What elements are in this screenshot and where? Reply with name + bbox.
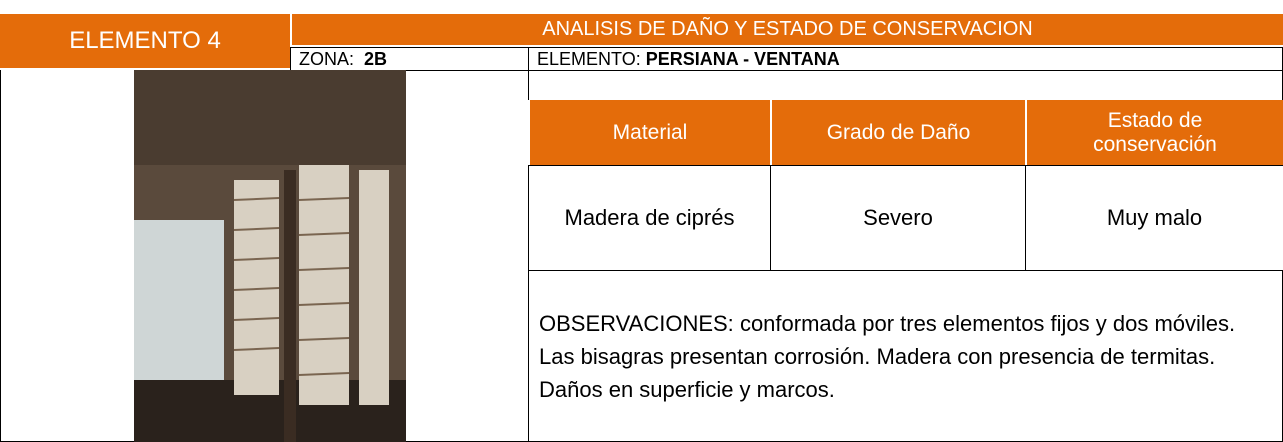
header-title: ANALISIS DE DAÑO Y ESTADO DE CONSERVACIO… (290, 14, 1283, 47)
zona-label: ZONA: (299, 48, 355, 69)
observations-text: conformada por tres elementos fijos y do… (539, 310, 1236, 402)
elemento-value: PERSIANA - VENTANA (645, 48, 840, 69)
observations: OBSERVACIONES: conformada por tres eleme… (528, 270, 1283, 442)
elemento-cell: ELEMENTO: PERSIANA - VENTANA (528, 47, 1283, 71)
photo (134, 70, 406, 442)
table-header: Grado de Daño (770, 100, 1025, 165)
table-header: Material (528, 100, 770, 165)
table-header: Estado de conservación (1025, 100, 1283, 165)
elemento-label: ELEMENTO: (537, 48, 641, 69)
element-label: ELEMENTO 4 (0, 14, 290, 70)
photo-cell (0, 70, 529, 442)
observations-label: OBSERVACIONES: (539, 310, 734, 336)
table-cell: Muy malo (1025, 165, 1283, 271)
table-cell: Madera de ciprés (528, 165, 771, 271)
zona-cell: ZONA: 2B (290, 47, 529, 71)
spacer (528, 70, 1283, 100)
zona-value: 2B (364, 48, 388, 69)
table-cell: Severo (770, 165, 1026, 271)
